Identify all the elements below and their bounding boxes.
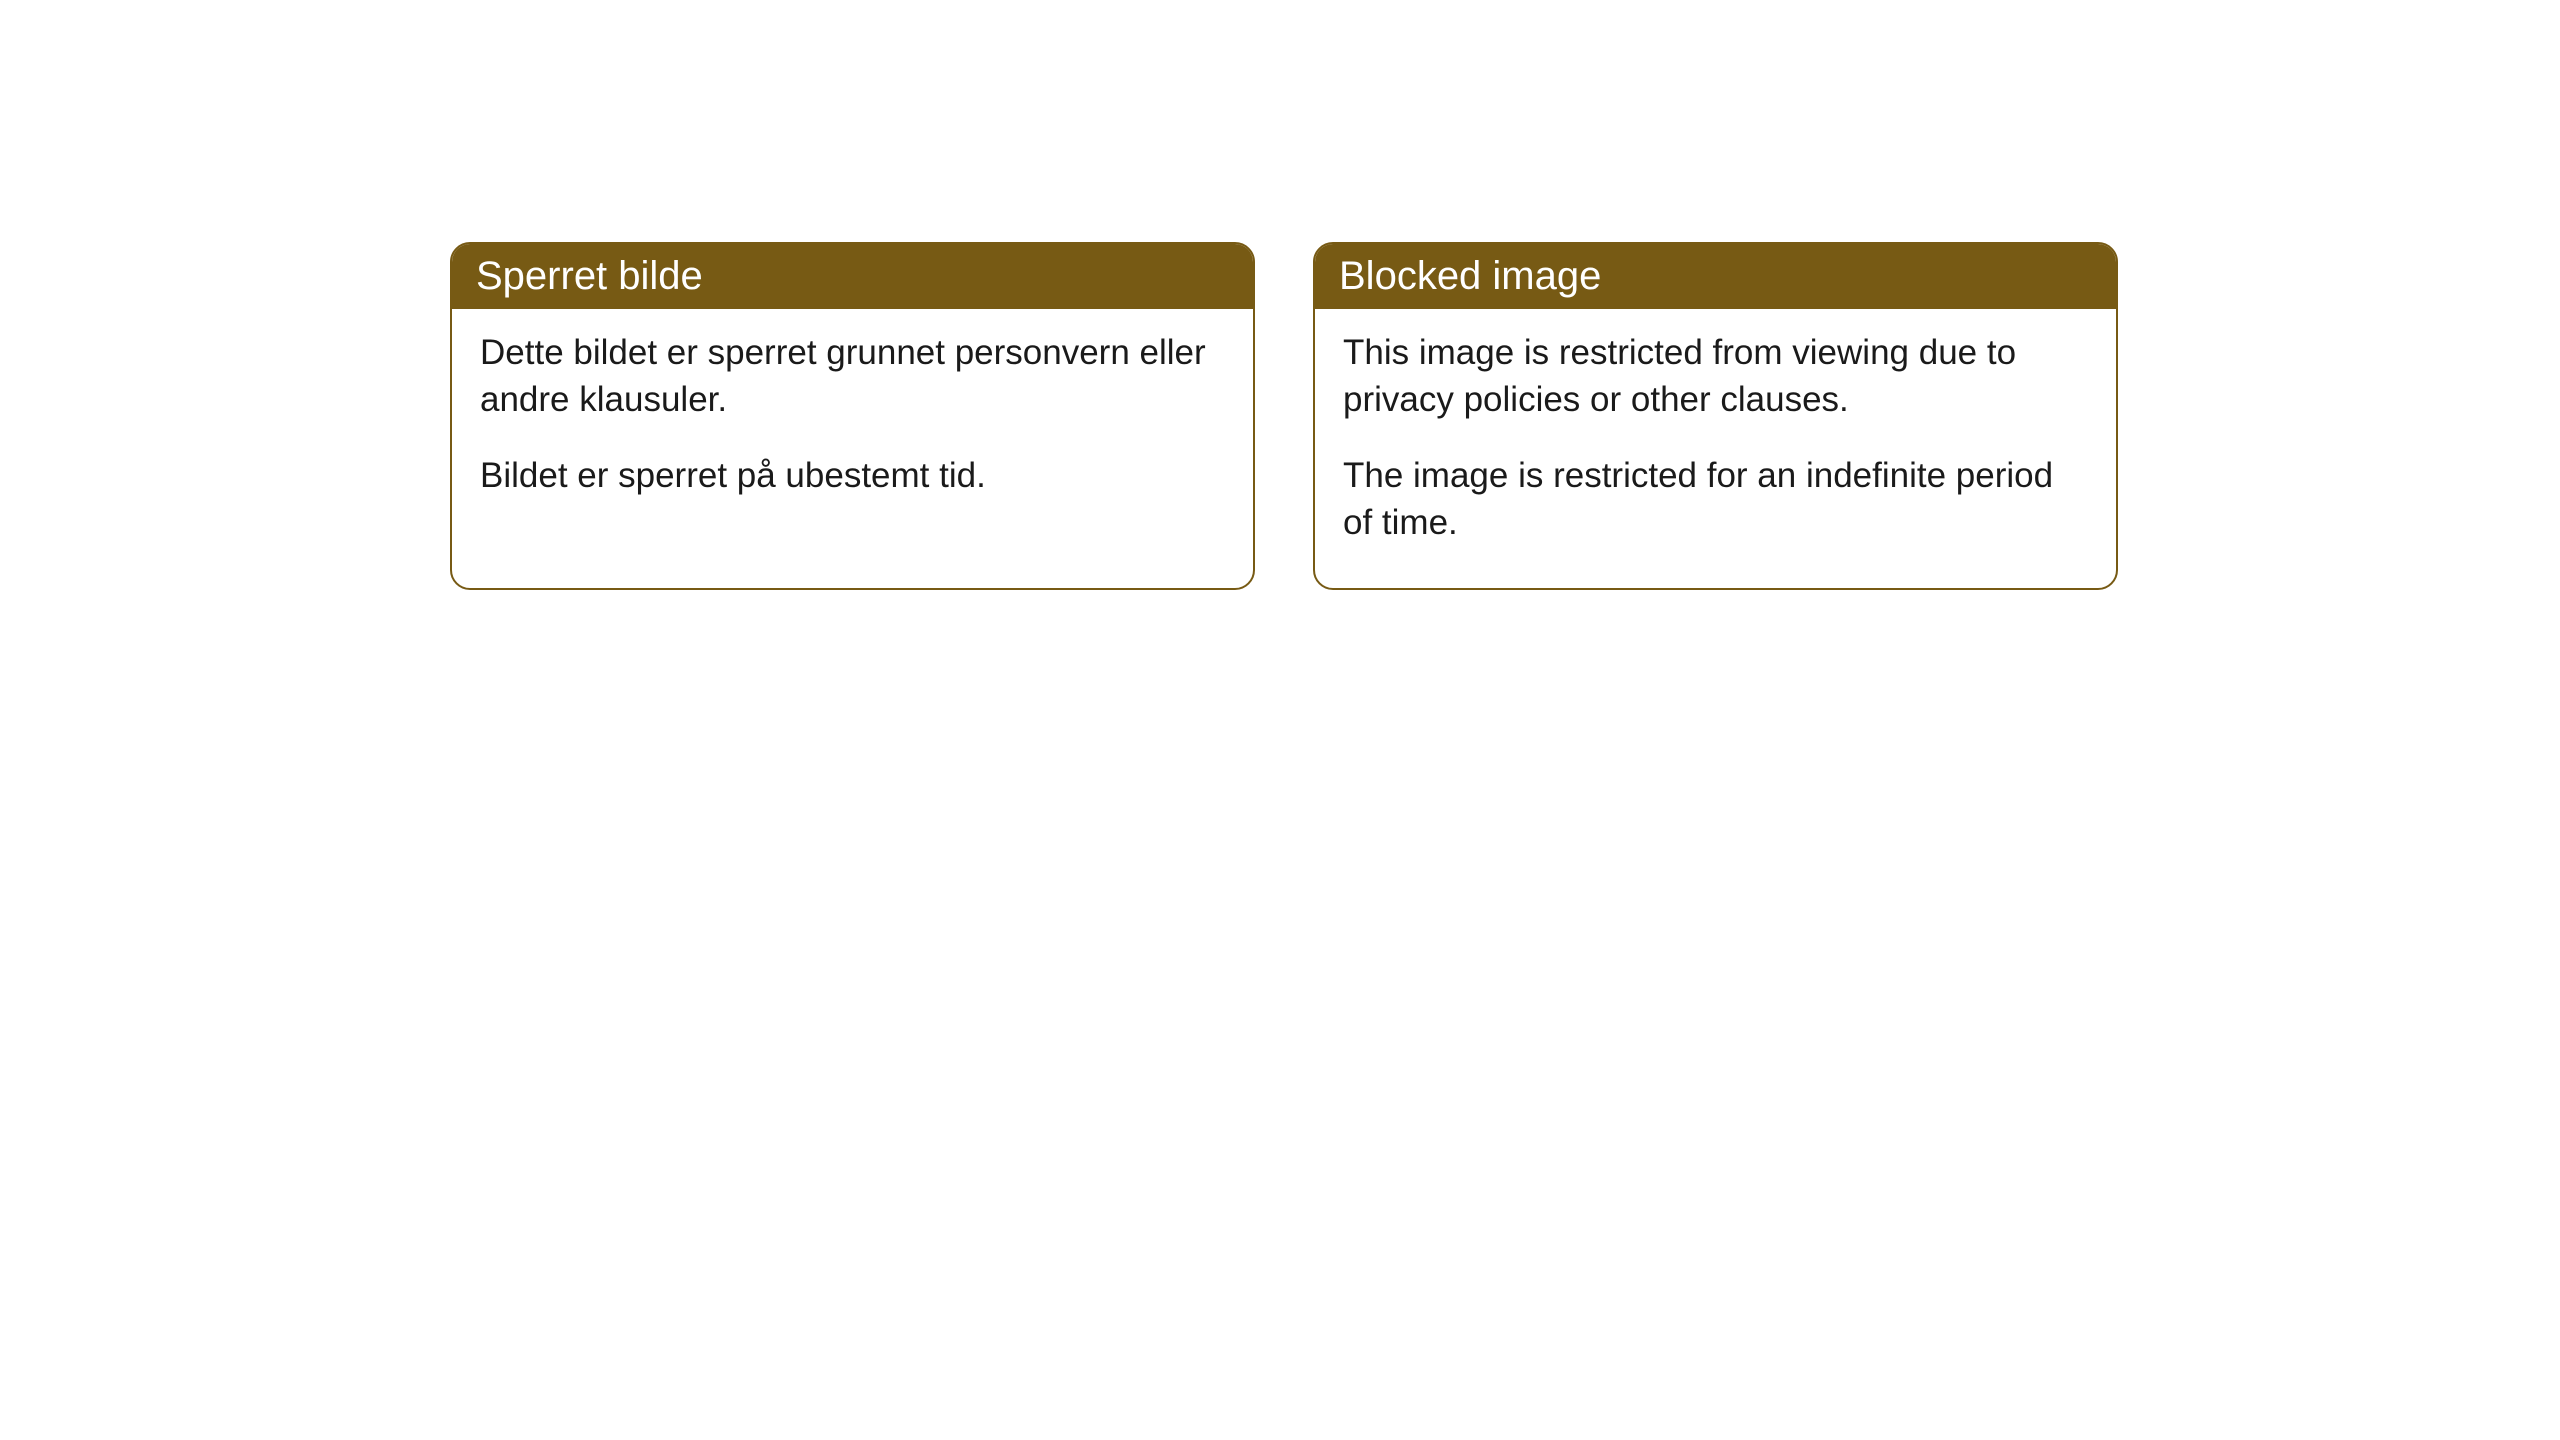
blocked-image-notices: Sperret bilde Dette bildet er sperret gr… — [450, 242, 2118, 590]
card-paragraph: This image is restricted from viewing du… — [1343, 329, 2088, 424]
card-body: Dette bildet er sperret grunnet personve… — [452, 309, 1253, 541]
card-paragraph: The image is restricted for an indefinit… — [1343, 452, 2088, 547]
card-body: This image is restricted from viewing du… — [1315, 309, 2116, 588]
blocked-image-card-english: Blocked image This image is restricted f… — [1313, 242, 2118, 590]
card-paragraph: Bildet er sperret på ubestemt tid. — [480, 452, 1225, 499]
blocked-image-card-norwegian: Sperret bilde Dette bildet er sperret gr… — [450, 242, 1255, 590]
card-title: Blocked image — [1315, 244, 2116, 309]
card-paragraph: Dette bildet er sperret grunnet personve… — [480, 329, 1225, 424]
card-title: Sperret bilde — [452, 244, 1253, 309]
